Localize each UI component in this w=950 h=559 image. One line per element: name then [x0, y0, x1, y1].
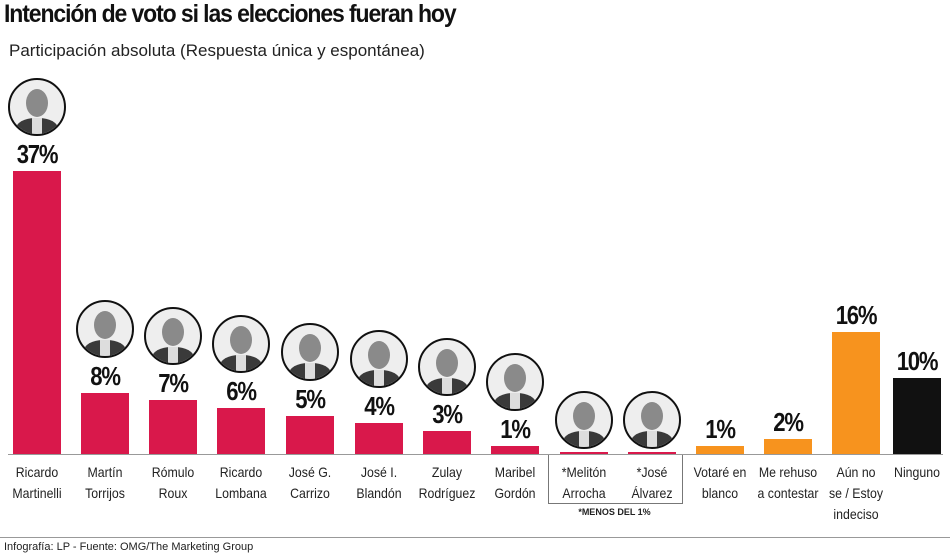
- data-label: 7%: [158, 368, 189, 399]
- category-label: Me rehuso a contestar: [748, 462, 827, 504]
- candidate-photo: [8, 77, 66, 136]
- category-label-line: Carrizo: [290, 485, 330, 501]
- category-label-line: Roux: [158, 485, 188, 501]
- category-label-line: Gordón: [494, 485, 536, 501]
- category-label-line: Arrocha: [562, 485, 606, 501]
- category-label-line: Me rehuso: [758, 464, 818, 480]
- data-label: 37%: [16, 138, 59, 169]
- bar: [13, 170, 61, 454]
- bar: [81, 392, 129, 454]
- category-label-line: José G.: [288, 464, 332, 480]
- candidate-photo: [486, 353, 544, 412]
- category-label-line: Ricardo: [15, 464, 59, 480]
- category-label-line: se / Estoy: [828, 485, 884, 501]
- category-label-line: Rodríguez: [418, 485, 476, 501]
- category-label-line: Aún no: [836, 464, 876, 480]
- category-label: Ricardo Lombana: [201, 462, 280, 504]
- category-label-line: a contestar: [757, 485, 819, 501]
- category-label-line: Blandón: [356, 485, 402, 501]
- data-label: 8%: [90, 360, 121, 391]
- category-label-line: Lombana: [215, 485, 267, 501]
- bar: [217, 408, 265, 454]
- category-label-line: *Melitón: [561, 464, 607, 480]
- bar: [893, 377, 941, 454]
- group-note: *MENOS DEL 1%: [578, 507, 651, 517]
- category-label-line: Torrijos: [85, 485, 125, 501]
- candidate-photo: [623, 391, 681, 449]
- bar: [696, 446, 744, 454]
- chart-subtitle: Participación absoluta (Respuesta única …: [9, 41, 425, 60]
- baseline: [8, 454, 943, 455]
- data-label: 5%: [295, 383, 326, 414]
- category-label-line: José I.: [360, 464, 398, 480]
- category-label-line: Maribel: [494, 464, 536, 480]
- data-label: 6%: [226, 376, 257, 407]
- bar: [286, 415, 334, 454]
- data-label: 3%: [432, 399, 463, 430]
- candidate-photo: [281, 322, 339, 381]
- category-label-line: Rómulo: [151, 464, 195, 480]
- footer-source: Infografía: LP - Fuente: OMG/The Marketi…: [4, 541, 254, 553]
- category-label-line: blanco: [701, 485, 739, 501]
- data-label: 10%: [896, 345, 939, 376]
- category-label: *Melitón Arrocha: [544, 462, 623, 504]
- candidate-photo: [144, 307, 202, 366]
- bar: [832, 331, 880, 454]
- category-label: Votaré en blanco: [680, 462, 759, 504]
- category-label-line: Álvarez: [631, 485, 673, 501]
- category-label-line: Ricardo: [219, 464, 263, 480]
- category-label: Maribel Gordón: [475, 462, 554, 504]
- footer-divider: [0, 537, 950, 538]
- category-label: *José Álvarez: [612, 462, 691, 504]
- bar: [560, 452, 608, 454]
- candidate-photo: [418, 338, 476, 397]
- group-bracket: [548, 455, 683, 504]
- bar: [491, 446, 539, 454]
- category-label-line: Ninguno: [894, 464, 940, 480]
- candidate-photo: [555, 391, 613, 449]
- category-label-line: Martín: [87, 464, 123, 480]
- category-label: Ninguno: [877, 462, 950, 483]
- bar: [423, 431, 471, 454]
- category-label: José G. Carrizo: [270, 462, 349, 504]
- category-label-line: indeciso: [833, 506, 879, 522]
- data-label: 1%: [705, 414, 736, 445]
- category-label-line: Zulay: [431, 464, 463, 480]
- candidate-photo: [76, 299, 134, 358]
- category-label: Zulay Rodríguez: [407, 462, 486, 504]
- category-label: José I. Blandón: [339, 462, 418, 504]
- bar: [355, 423, 403, 454]
- category-label: Aún no se / Estoy indeciso: [816, 462, 895, 525]
- category-label: Ricardo Martinelli: [0, 462, 77, 504]
- category-label-line: Martinelli: [12, 485, 62, 501]
- candidate-photo: [350, 330, 408, 389]
- bar: [764, 438, 812, 454]
- data-label: 1%: [500, 414, 531, 445]
- category-label-line: *José: [636, 464, 668, 480]
- data-label: 4%: [364, 391, 395, 422]
- data-label: 2%: [773, 406, 804, 437]
- category-label-line: Votaré en: [693, 464, 747, 480]
- data-label: 16%: [835, 299, 878, 330]
- bar: [628, 452, 676, 454]
- candidate-photo: [212, 315, 270, 374]
- bar: [149, 400, 197, 454]
- category-label: Rómulo Roux: [133, 462, 212, 504]
- category-label: Martín Torrijos: [65, 462, 144, 504]
- chart-title: Intención de voto si las elecciones fuer…: [4, 0, 457, 28]
